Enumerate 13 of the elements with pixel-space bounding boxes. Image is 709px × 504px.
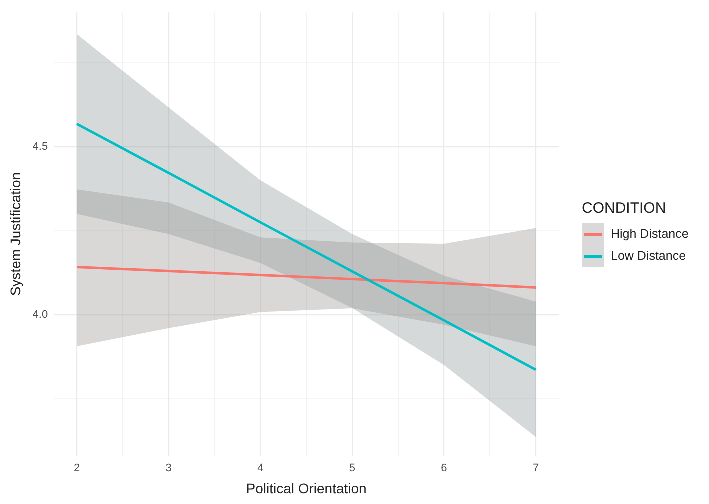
x-tick-label: 3 xyxy=(166,462,172,475)
x-tick-label: 5 xyxy=(349,462,356,475)
legend-label: Low Distance xyxy=(611,249,686,263)
y-axis-title: System Justification xyxy=(7,172,24,296)
y-tick-label: 4.5 xyxy=(32,140,48,153)
y-tick-label: 4.0 xyxy=(32,308,48,321)
x-tick-label: 7 xyxy=(532,462,540,475)
x-tick-label: 2 xyxy=(74,462,80,475)
x-axis-title: Political Orientation xyxy=(246,480,367,496)
x-tick-label: 6 xyxy=(441,462,448,475)
legend-label: High Distance xyxy=(611,227,689,241)
legend-title: CONDITION xyxy=(582,200,668,217)
x-tick-label: 4 xyxy=(258,462,264,475)
